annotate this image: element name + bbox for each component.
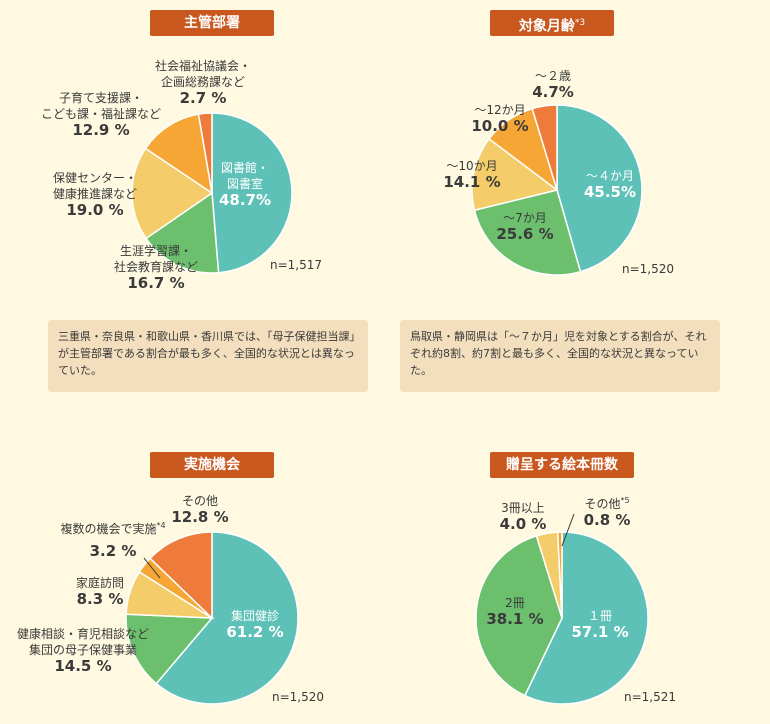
chart2-slice-2 — [471, 137, 559, 212]
chart1-slice-4 — [197, 112, 213, 194]
chart2-note: 鳥取県・静岡県は「～７か月」児を対象とする割合が、それぞれ約8割、約7割と最も多… — [400, 320, 720, 392]
chart3-label-other: その他 12.8 % — [171, 494, 229, 526]
chart3-label-group-checkup: 集団健診 61.2 % — [226, 609, 284, 641]
chart3-label-multiple: 複数の機会で実施*4 3.2 % — [60, 521, 166, 560]
chart1-label-library: 図書館・ 図書室 48.7% — [218, 161, 272, 209]
chart1-label-social-welfare: 社会福祉協議会・ 企画総務課など 2.7 % — [154, 59, 251, 107]
chart1-slice-2 — [131, 147, 214, 240]
chart3-n: n=1,520 — [272, 690, 325, 704]
chart2-label-4m: ～４か月 45.5% — [583, 169, 637, 201]
chart4-label-2books: 2冊 38.1 % — [486, 596, 544, 628]
chart4-pie — [475, 531, 649, 705]
chart3-slice-1 — [125, 613, 214, 685]
chart2-slice-4 — [531, 104, 558, 191]
chart2-n: n=1,520 — [622, 262, 675, 276]
chart2-pie — [471, 104, 643, 276]
chart2-label-2y: ～２歳 4.7% — [532, 69, 574, 101]
chart1-slice-3 — [144, 113, 214, 195]
chart2-slice-0 — [556, 104, 643, 273]
chart4-slice-1 — [475, 534, 563, 697]
chart1-title: 主管部署 — [150, 10, 274, 36]
chart1-label-health-center: 保健センター・ 健康推進課など 19.0 % — [52, 171, 137, 219]
chart1-pie — [131, 112, 293, 274]
chart2-slice-1 — [473, 189, 582, 276]
chart3-label-home-visit: 家庭訪問 8.3 % — [75, 576, 124, 608]
chart3-slice-4 — [148, 531, 213, 620]
chart1-note: 三重県・奈良県・和歌山県・香川県では、「母子保健担当課」が主管部署である割合が最… — [48, 320, 368, 392]
chart2-label-7m: ～7か月 25.6 % — [496, 211, 554, 243]
chart3-label-health-consult: 健康相談・育児相談など 集団の母子保健事業 14.5 % — [16, 627, 149, 675]
chart3-pie — [125, 531, 299, 705]
chart1-slice-0 — [211, 112, 293, 274]
chart1-n: n=1,517 — [270, 258, 323, 272]
chart2-label-12m: ～12か月 10.0 % — [471, 103, 529, 135]
chart2-label-10m: ～10か月 14.1 % — [443, 159, 501, 191]
chart4-label-3books: 3冊以上 4.0 % — [499, 501, 547, 533]
chart4-slice-0 — [523, 531, 649, 705]
chart2-title: 対象月齢*3 — [490, 10, 614, 36]
chart1-label-child-support: 子育て支援課・ こども課・福祉課など 12.9 % — [40, 91, 161, 139]
chart4-n: n=1,521 — [624, 690, 677, 704]
chart4-label-other: その他*5 0.8 % — [583, 496, 631, 529]
chart4-label-1book: １冊 57.1 % — [571, 609, 629, 641]
chart1-label-lifelong-learning: 生涯学習課・ 社会教育課など 16.7 % — [113, 244, 198, 292]
chart4-title: 贈呈する絵本冊数 — [490, 452, 634, 478]
chart3-title: 実施機会 — [150, 452, 274, 478]
chart3-slice-0 — [155, 531, 299, 705]
chart1-slice-1 — [145, 191, 220, 274]
